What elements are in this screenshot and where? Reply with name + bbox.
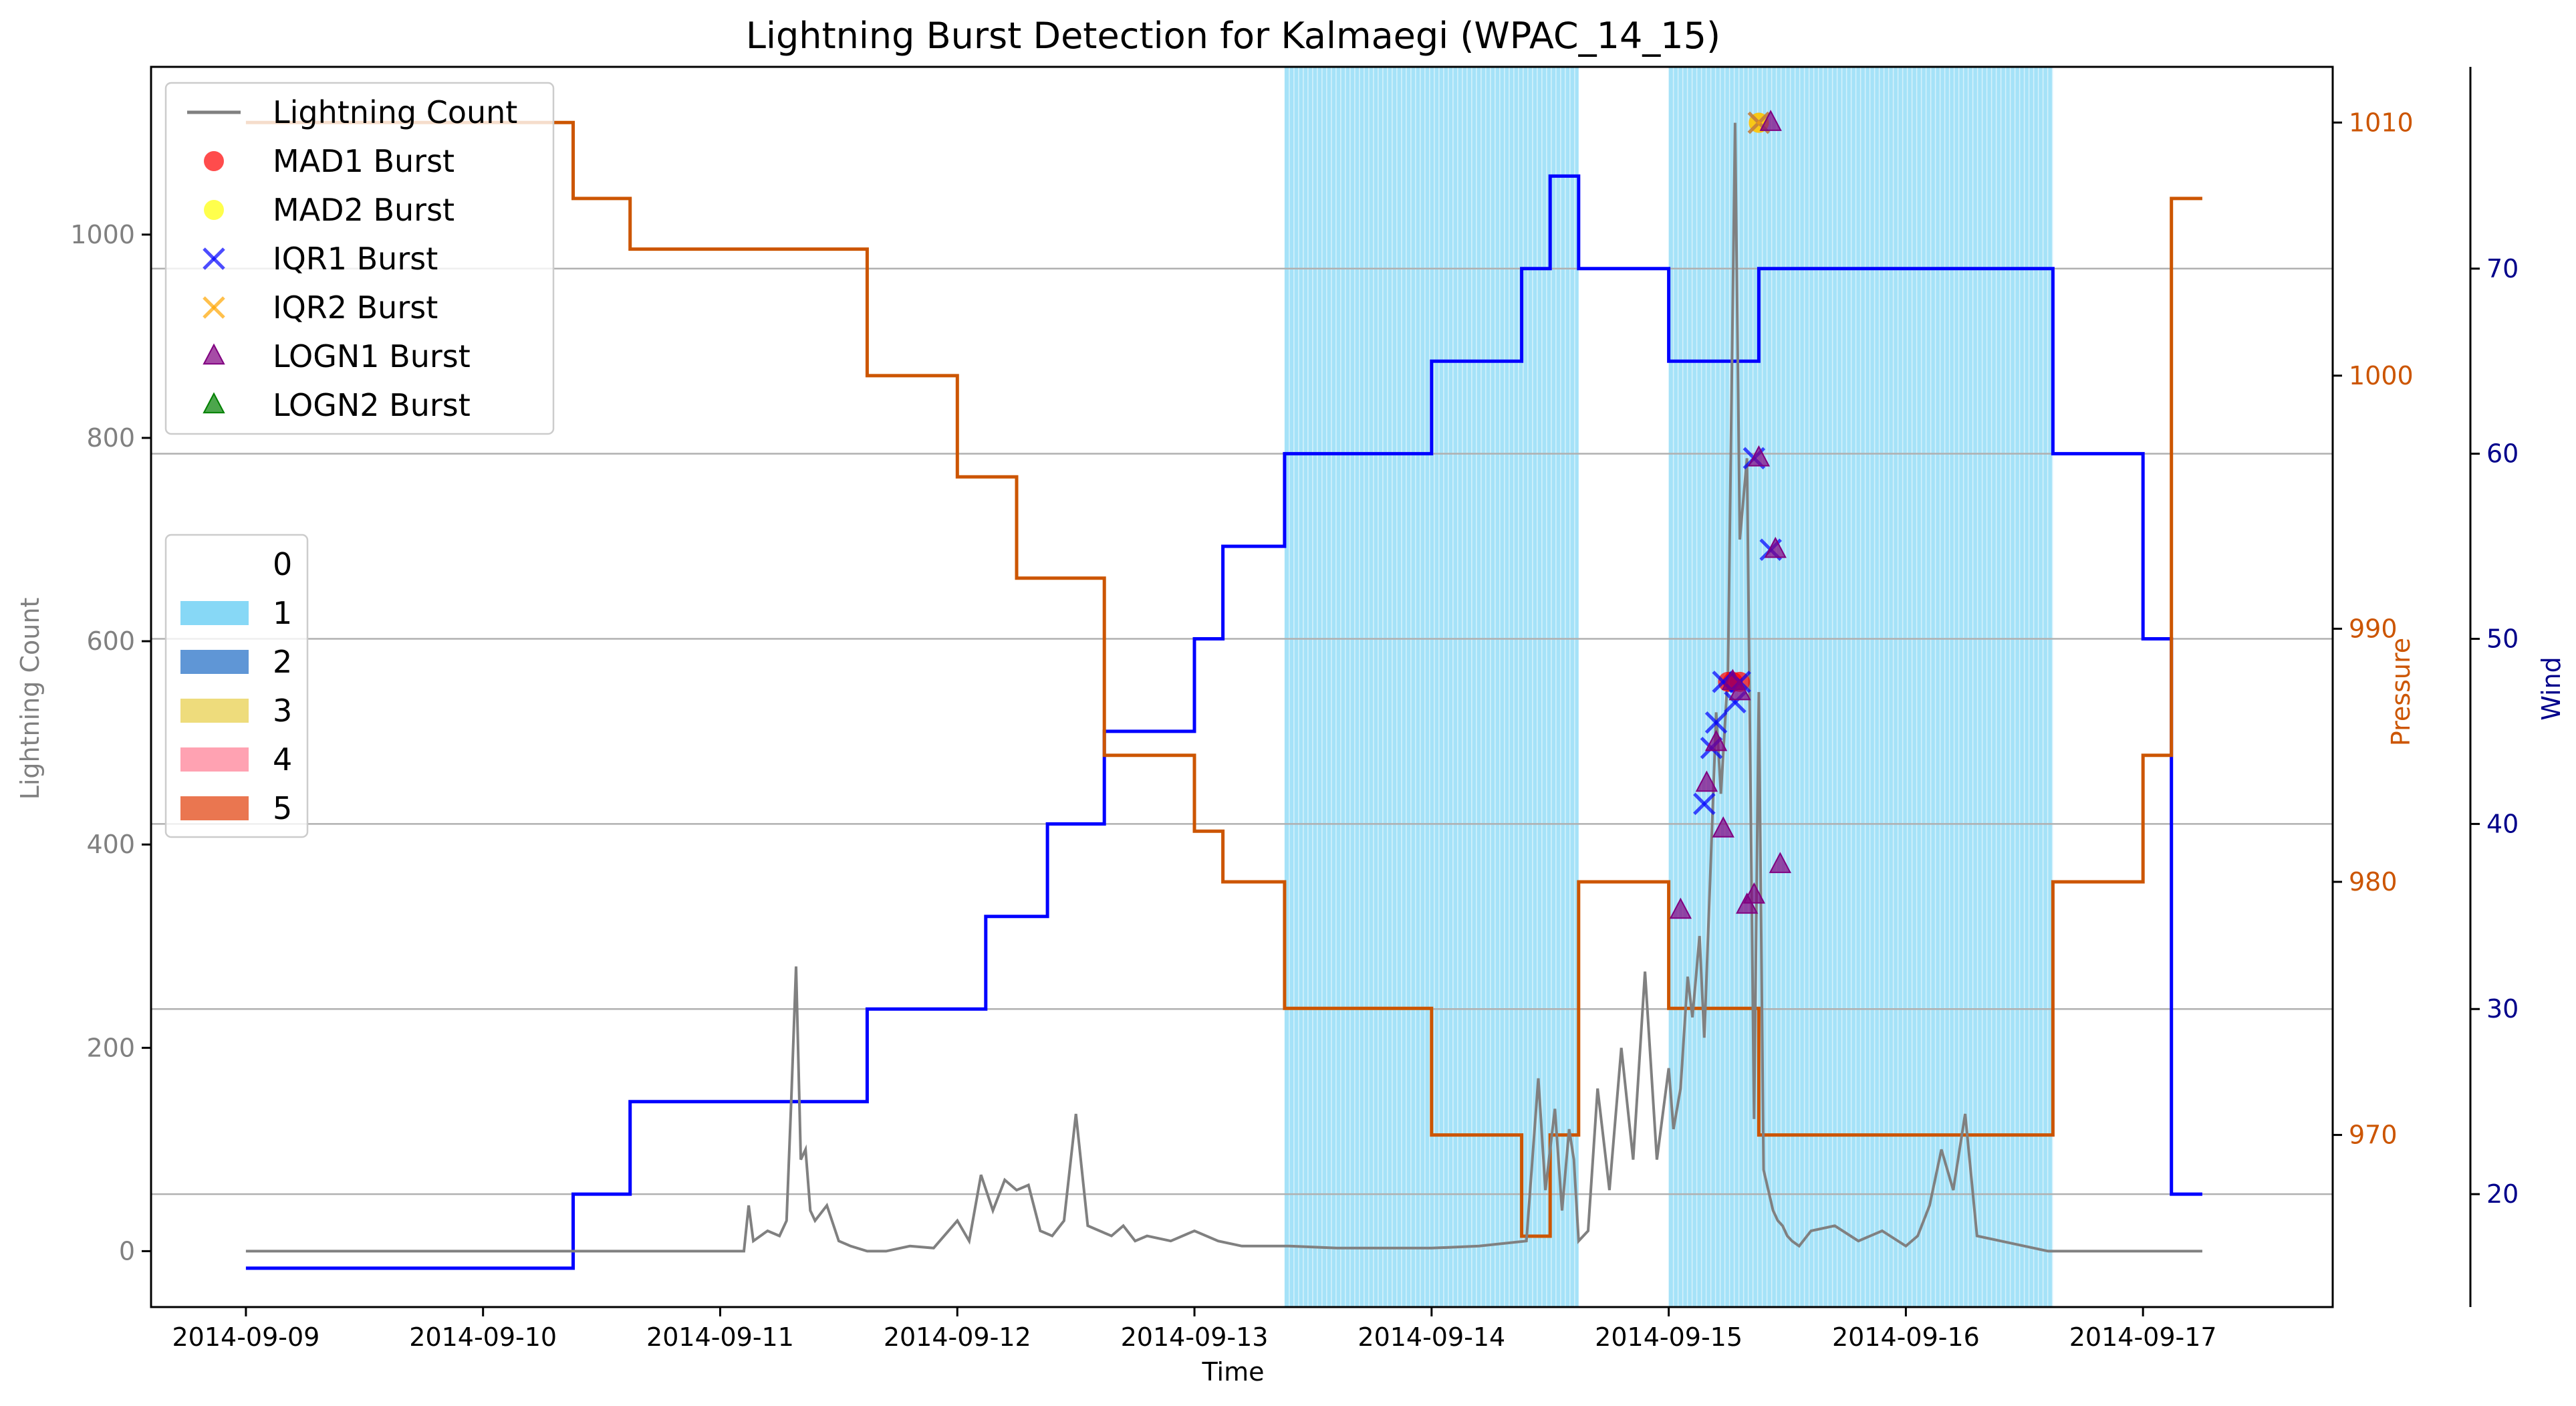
legend-symbol-logn1-burst [203, 343, 225, 365]
burst-marker-iqr1-burst [1704, 711, 1728, 734]
legend-category-label: 1 [273, 595, 292, 631]
burst-marker-iqr2-burst-stroke [1747, 111, 1771, 134]
x-tick-label: 2014-09-09 [172, 1322, 319, 1352]
legend-label-logn2-burst: LOGN2 Burst [273, 387, 471, 423]
pressure-tick-label: 990 [2349, 614, 2398, 643]
category-shading-layer [1284, 67, 2053, 1307]
x-tick-label: 2014-09-10 [409, 1322, 557, 1352]
legend-category-swatch [180, 552, 249, 576]
burst-marker-logn1-burst [1759, 110, 1782, 131]
legend-label-mad2-burst: MAD2 Burst [273, 192, 455, 228]
legend-label-lightning-count: Lightning Count [273, 94, 517, 130]
pressure-tick-label: 970 [2349, 1121, 2398, 1150]
x-tick-label: 2014-09-16 [1832, 1322, 1980, 1352]
x-tick-label: 2014-09-17 [2069, 1322, 2217, 1352]
burst-marker-logn1-burst [1769, 852, 1792, 873]
burst-marker-logn1-burst [1764, 536, 1787, 558]
burst-marker-iqr1-burst [1693, 792, 1716, 816]
legend-category-label: 4 [273, 741, 292, 778]
burst-marker-logn1-burst [1743, 882, 1765, 904]
legend-category-swatch [180, 699, 249, 723]
pressure-tick-label: 1000 [2349, 361, 2414, 390]
legend-symbol-logn2-burst [203, 392, 225, 414]
wind-tick-label: 60 [2486, 439, 2519, 469]
y-axis-label-wind: Wind [2537, 657, 2566, 721]
legend-series: Lightning Count MAD1 Burst MAD2 Burst IQR1 … [164, 82, 555, 435]
legend-category-swatch [180, 650, 249, 674]
legend-symbol-mad2-burst [204, 200, 224, 220]
burst-marker-logn1-burst [1695, 770, 1718, 792]
legend-series-frame [164, 82, 555, 435]
legend-category-label: 5 [273, 790, 292, 826]
axes-layer: 2014-09-09 2014-09-10 2014-09-11 2014-09-12… [70, 67, 2519, 1352]
legend-category-label: 0 [273, 546, 292, 582]
legend-label-mad1-burst: MAD1 Burst [273, 143, 455, 179]
y-axis-label-pressure: Pressure [2386, 638, 2416, 746]
legend-category-swatch [180, 796, 249, 820]
x-tick-label: 2014-09-14 [1358, 1322, 1505, 1352]
series-line-wind [245, 174, 2202, 1270]
left-tick-label: 400 [86, 830, 135, 859]
legend-symbol-iqr1-burst [203, 247, 225, 270]
left-tick-label: 1000 [70, 220, 135, 249]
legend-label-iqr1-burst: IQR1 Burst [273, 241, 438, 277]
left-tick-label: 600 [86, 626, 135, 656]
burst-marker-logn1-burst [1747, 445, 1771, 467]
legend-category-swatch [180, 747, 249, 772]
plot-frame [150, 66, 2334, 1308]
burst-marker-iqr1-burst-stroke [1693, 792, 1716, 816]
wind-tick-label: 50 [2486, 624, 2519, 654]
legend-symbol-mad1-burst [204, 151, 224, 171]
y-axis-label-lightning: Lightning Count [15, 598, 45, 800]
legend-label-iqr2-burst: IQR2 Burst [273, 289, 438, 326]
legend-symbol-iqr2-burst [203, 296, 225, 319]
wind-tick-label: 30 [2486, 994, 2519, 1024]
burst-marker-logn1-burst [1728, 679, 1751, 701]
burst-marker-logn1-burst [1712, 816, 1734, 838]
left-tick-label: 0 [119, 1236, 135, 1266]
left-tick-label: 800 [86, 423, 135, 453]
burst-marker-iqr1-burst-stroke [1704, 711, 1728, 734]
legend-category-swatch [180, 601, 249, 625]
legend-category-label: 2 [273, 644, 292, 680]
x-tick-label: 2014-09-12 [884, 1322, 1031, 1352]
legend-categories: 0 1 2 3 4 5 [164, 534, 309, 838]
burst-marker-logn1-burst [1704, 729, 1728, 751]
x-tick-label: 2014-09-11 [646, 1322, 794, 1352]
left-tick-label: 200 [86, 1033, 135, 1062]
wind-tick-label: 40 [2486, 809, 2519, 838]
burst-marker-logn1-burst [1669, 897, 1692, 919]
chart-title: Lightning Burst Detection for Kalmaegi (… [746, 15, 1720, 57]
burst-marker-layer [1669, 110, 1792, 919]
legend-symbol-iqr2-burst-stroke [203, 296, 225, 319]
series-line-lightning-count [245, 122, 2202, 1253]
x-tick-label: 2014-09-13 [1121, 1322, 1269, 1352]
wind-tick-label: 70 [2486, 254, 2519, 283]
legend-category-label: 3 [273, 693, 292, 729]
pressure-tick-label: 980 [2349, 867, 2398, 897]
series-line-pressure [245, 120, 2202, 1238]
series-layer [245, 120, 2202, 1270]
legend-symbol-iqr1-burst-stroke [203, 247, 225, 270]
x-tick-label: 2014-09-15 [1595, 1322, 1743, 1352]
pressure-tick-label: 1010 [2349, 108, 2414, 137]
x-axis-label: Time [1202, 1357, 1265, 1387]
legend-label-logn1-burst: LOGN1 Burst [273, 338, 471, 374]
wind-tick-label: 20 [2486, 1179, 2519, 1209]
